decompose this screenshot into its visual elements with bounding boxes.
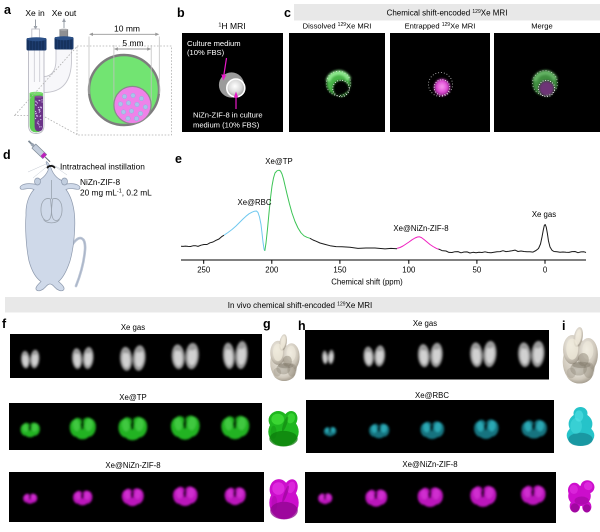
svg-text:e: e [175, 152, 182, 166]
svg-text:f: f [2, 317, 7, 331]
svg-text:Intratracheal instillation: Intratracheal instillation [60, 162, 145, 172]
svg-text:20 mg mL-1, 0.2 mL: 20 mg mL-1, 0.2 mL [80, 188, 152, 198]
svg-text:a: a [4, 3, 12, 17]
svg-text:i: i [562, 319, 565, 333]
svg-text:b: b [177, 6, 185, 20]
svg-text:50: 50 [473, 266, 482, 275]
svg-text:Xe gas: Xe gas [413, 319, 437, 328]
svg-text:Xe gas: Xe gas [121, 323, 145, 332]
svg-text:d: d [3, 148, 11, 162]
svg-text:Culture medium: Culture medium [187, 39, 241, 48]
svg-text:Xe@NiZn-ZIF-8: Xe@NiZn-ZIF-8 [393, 224, 448, 233]
svg-text:NiZn-ZIF-8 in culture: NiZn-ZIF-8 in culture [193, 111, 263, 120]
svg-text:(10% FBS): (10% FBS) [187, 48, 225, 57]
svg-text:g: g [263, 317, 271, 331]
svg-text:250: 250 [197, 266, 211, 275]
svg-text:h: h [298, 319, 306, 333]
svg-text:NiZn-ZIF-8: NiZn-ZIF-8 [80, 177, 120, 187]
svg-text:Xe@RBC: Xe@RBC [238, 198, 272, 207]
svg-text:c: c [284, 6, 291, 20]
svg-text:Xe@NiZn-ZIF-8: Xe@NiZn-ZIF-8 [105, 461, 160, 470]
svg-text:Chemical shift-encoded 129Xe M: Chemical shift-encoded 129Xe MRI [387, 9, 508, 18]
svg-text:Xe@TP: Xe@TP [265, 157, 292, 166]
svg-text:Xe out: Xe out [52, 8, 77, 18]
svg-text:1H MRI: 1H MRI [218, 21, 245, 31]
svg-text:0: 0 [543, 266, 548, 275]
svg-text:Chemical shift (ppm): Chemical shift (ppm) [331, 278, 403, 287]
svg-text:150: 150 [333, 266, 347, 275]
svg-text:10 mm: 10 mm [114, 24, 140, 34]
svg-text:Xe gas: Xe gas [532, 210, 556, 219]
svg-text:200: 200 [265, 266, 279, 275]
svg-text:In vivo chemical shift-encoded: In vivo chemical shift-encoded 129Xe MRI [228, 301, 372, 310]
svg-text:Xe in: Xe in [25, 8, 45, 18]
svg-text:Entrapped 129Xe MRI: Entrapped 129Xe MRI [405, 22, 476, 31]
svg-text:medium (10% FBS): medium (10% FBS) [193, 121, 260, 130]
svg-text:Xe@NiZn-ZIF-8: Xe@NiZn-ZIF-8 [402, 460, 457, 469]
svg-text:Dissolved 129Xe MRI: Dissolved 129Xe MRI [303, 22, 372, 31]
svg-text:Merge: Merge [531, 22, 553, 31]
svg-text:5 mm: 5 mm [122, 38, 143, 48]
svg-text:Xe@RBC: Xe@RBC [415, 391, 449, 400]
svg-text:100: 100 [402, 266, 416, 275]
svg-text:Xe@TP: Xe@TP [119, 393, 146, 402]
